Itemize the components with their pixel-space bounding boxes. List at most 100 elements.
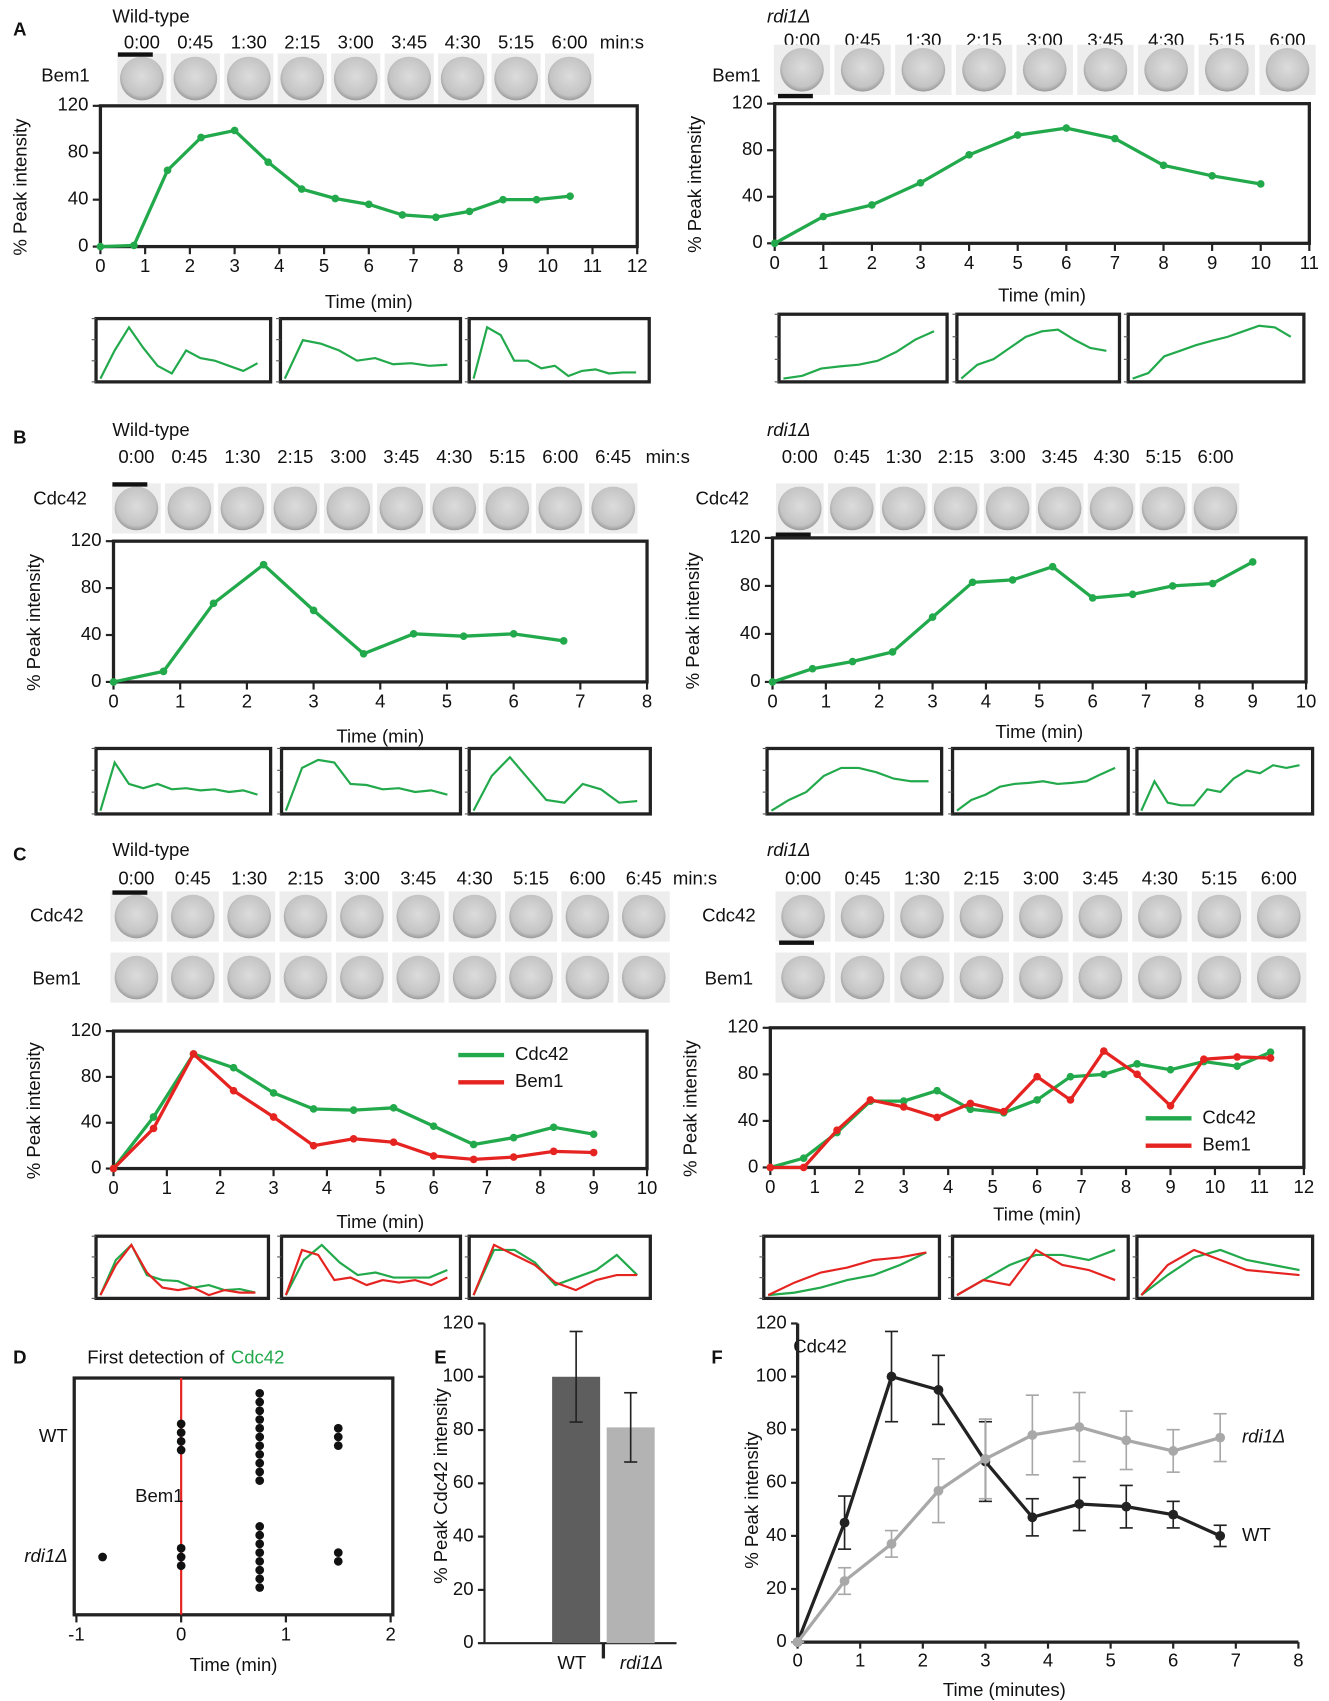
y-tick-label: 20 — [766, 1577, 787, 1598]
data-point — [430, 1122, 438, 1130]
dot — [255, 1415, 264, 1424]
y-tick-label: 20 — [453, 1578, 474, 1599]
cell — [284, 956, 328, 1000]
frame-label: 3:00 — [344, 867, 380, 888]
strain-label: Wild-type — [112, 5, 189, 26]
data-point — [793, 1637, 803, 1647]
cell — [327, 487, 371, 531]
inset-line — [285, 340, 448, 378]
data-point — [231, 127, 239, 135]
cell — [962, 48, 1006, 92]
data-point — [390, 1104, 398, 1112]
data-point — [1111, 135, 1119, 143]
x-tick-label: 6 — [1032, 1176, 1042, 1197]
x-axis-label: Time (min) — [325, 291, 413, 312]
y-tick-label: 0 — [750, 670, 760, 691]
x-tick-label: 0 — [108, 691, 118, 712]
x-tick-label: 8 — [1158, 252, 1168, 273]
data-point — [566, 192, 574, 200]
cell — [280, 57, 324, 101]
data-point — [1249, 558, 1257, 566]
y-tick-label: 120 — [71, 529, 102, 550]
dot — [177, 1553, 186, 1562]
x-axis-label: Time (min) — [336, 1211, 424, 1232]
data-point — [929, 613, 937, 621]
dot — [255, 1540, 264, 1549]
cell — [934, 487, 978, 531]
y-tick-label: 0 — [91, 670, 101, 691]
x-tick-label: 7 — [575, 691, 585, 712]
data-point — [934, 1385, 944, 1395]
x-tick-label: 12 — [1294, 1176, 1315, 1197]
y-axis-label: % Peak intensity — [23, 553, 44, 691]
data-point — [1121, 1435, 1131, 1445]
frame-label: 4:30 — [445, 32, 481, 53]
inset-line — [286, 1250, 447, 1295]
dot — [255, 1398, 264, 1407]
x-tick-label: 10 — [1205, 1176, 1226, 1197]
data-point — [150, 1113, 158, 1121]
frame-label: 6:00 — [569, 867, 605, 888]
x-tick-label: 5 — [1105, 1650, 1115, 1671]
frame-label: 3:00 — [338, 32, 374, 53]
channel-label: Cdc42 — [702, 904, 756, 925]
data-point — [298, 185, 306, 193]
data-point — [800, 1164, 808, 1172]
dot — [255, 1450, 264, 1459]
series-label: rdi1Δ — [1242, 1426, 1285, 1447]
x-tick-label: 6 — [1061, 252, 1071, 273]
cell — [1079, 956, 1123, 1000]
data-point — [1100, 1071, 1108, 1079]
series-line — [798, 1377, 1221, 1642]
x-tick-label: 1 — [821, 691, 831, 712]
inset-frame — [1137, 748, 1313, 813]
x-tick-label: 11 — [1250, 1176, 1269, 1197]
cell — [548, 57, 592, 101]
data-point — [150, 1125, 158, 1133]
inset-frame — [282, 748, 461, 813]
cell — [221, 487, 265, 531]
data-point — [934, 1486, 944, 1496]
x-tick-label: 10 — [537, 255, 558, 276]
y-tick-label: 0 — [463, 1631, 473, 1652]
y-tick-label: 0 — [91, 1156, 101, 1177]
cell — [841, 956, 885, 1000]
x-tick-label: 9 — [498, 255, 508, 276]
frame-label: 1:30 — [231, 32, 267, 53]
category-label: WT — [557, 1652, 586, 1673]
inset-line — [771, 768, 928, 811]
data-point — [771, 239, 779, 247]
data-point — [900, 1103, 908, 1111]
inset-line — [957, 768, 1115, 811]
x-tick-label: 12 — [627, 255, 648, 276]
dot — [255, 1522, 264, 1531]
data-point — [981, 1454, 991, 1464]
frame-label: 0:00 — [118, 867, 154, 888]
inset-line — [474, 327, 637, 378]
data-point — [331, 195, 339, 203]
x-axis-label: Time (min) — [995, 721, 1083, 742]
data-point — [967, 1100, 975, 1108]
data-point — [310, 1142, 318, 1150]
data-point — [1208, 172, 1216, 180]
y-tick-label: 0 — [748, 1155, 758, 1176]
channel-label: Bem1 — [712, 64, 760, 85]
cell — [1257, 895, 1301, 939]
cell — [379, 487, 423, 531]
data-point — [164, 167, 172, 175]
data-point — [1121, 1502, 1131, 1512]
dot — [255, 1574, 264, 1583]
y-tick-label: 40 — [81, 623, 102, 644]
data-point — [867, 1096, 875, 1104]
frame-label: 6:00 — [542, 446, 578, 467]
cell — [900, 895, 944, 939]
strain-label: Wild-type — [112, 839, 189, 860]
x-tick-label: 9 — [1248, 691, 1258, 712]
x-tick-label: 8 — [1293, 1650, 1303, 1671]
cell — [509, 895, 553, 939]
strain-label: rdi1Δ — [767, 419, 810, 440]
series-line — [798, 1427, 1221, 1642]
cell — [566, 895, 610, 939]
data-point — [1168, 1510, 1178, 1520]
channel-label: Bem1 — [33, 968, 81, 989]
